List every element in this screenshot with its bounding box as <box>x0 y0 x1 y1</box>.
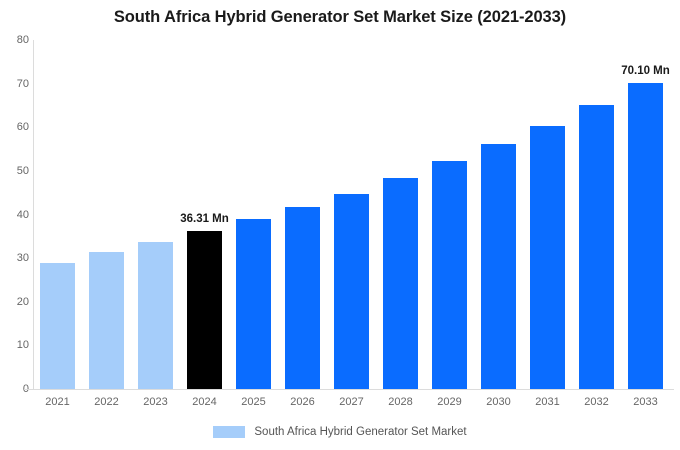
y-axis-tick: 60 <box>16 121 29 134</box>
y-axis-line <box>33 40 34 390</box>
y-axis-tick: 20 <box>16 295 29 308</box>
legend-label: South Africa Hybrid Generator Set Market <box>254 426 467 438</box>
bar-slot <box>523 40 572 389</box>
bar-slot <box>474 40 523 389</box>
x-axis-tick-2021: 2021 <box>45 396 70 408</box>
y-axis-tick-labels: 01020304050607080 <box>0 34 29 395</box>
legend-swatch <box>213 426 246 438</box>
bar-2024[interactable] <box>187 230 222 389</box>
x-axis-tick-2025: 2025 <box>241 396 266 408</box>
bar-slot <box>572 40 621 389</box>
bar-2031[interactable] <box>530 125 565 389</box>
x-axis-tick-2030: 2030 <box>486 396 511 408</box>
x-axis-tick-2031: 2031 <box>535 396 560 408</box>
chart-title: South Africa Hybrid Generator Set Market… <box>113 8 567 26</box>
bar-2025[interactable] <box>236 218 271 389</box>
x-axis-tick-2023: 2023 <box>143 396 168 408</box>
bar-2027[interactable] <box>334 193 369 389</box>
y-axis-tick: 40 <box>16 208 29 221</box>
x-axis-tick-2024: 2024 <box>192 396 217 408</box>
bar-slot <box>131 40 180 389</box>
bar-slot <box>278 40 327 389</box>
x-axis-tick-2032: 2032 <box>584 396 609 408</box>
y-axis-tick: 70 <box>16 77 29 90</box>
bar-2022[interactable] <box>89 252 124 389</box>
bar-2029[interactable] <box>432 161 467 389</box>
chart-legend: South Africa Hybrid Generator Set Market <box>0 426 680 438</box>
y-axis-tick: 50 <box>16 164 29 177</box>
bar-slot <box>425 40 474 389</box>
x-axis-tick-2033: 2033 <box>633 396 658 408</box>
x-axis-tick-2022: 2022 <box>94 396 119 408</box>
x-axis-tick-2028: 2028 <box>388 396 413 408</box>
bar-2021[interactable] <box>40 262 75 389</box>
bar-slot <box>82 40 131 389</box>
y-axis-tick: 80 <box>16 34 29 46</box>
bar-value-label-2033: 70.10 Mn <box>621 65 670 78</box>
bar-2032[interactable] <box>579 105 614 389</box>
x-axis-line <box>24 389 674 390</box>
bars-layer: 36.31 Mn 70.10 Mn <box>33 40 677 389</box>
bar-2030[interactable] <box>481 143 516 389</box>
bar-value-label-2024: 36.31 Mn <box>180 212 229 225</box>
bar-slot <box>229 40 278 389</box>
x-axis-tick-2029: 2029 <box>437 396 462 408</box>
bar-2023[interactable] <box>138 242 173 389</box>
bar-slot <box>33 40 82 389</box>
bar-slot: 70.10 Mn <box>621 40 670 389</box>
bar-slot <box>327 40 376 389</box>
bar-slot: 36.31 Mn <box>180 40 229 389</box>
x-axis-tick-2027: 2027 <box>339 396 364 408</box>
bar-2033[interactable] <box>628 83 663 389</box>
bar-slot <box>376 40 425 389</box>
x-axis-tick-2026: 2026 <box>290 396 315 408</box>
bar-2026[interactable] <box>285 206 320 389</box>
y-axis-tick: 30 <box>16 252 29 265</box>
y-axis-tick: 10 <box>16 339 29 352</box>
bar-2028[interactable] <box>383 177 418 389</box>
